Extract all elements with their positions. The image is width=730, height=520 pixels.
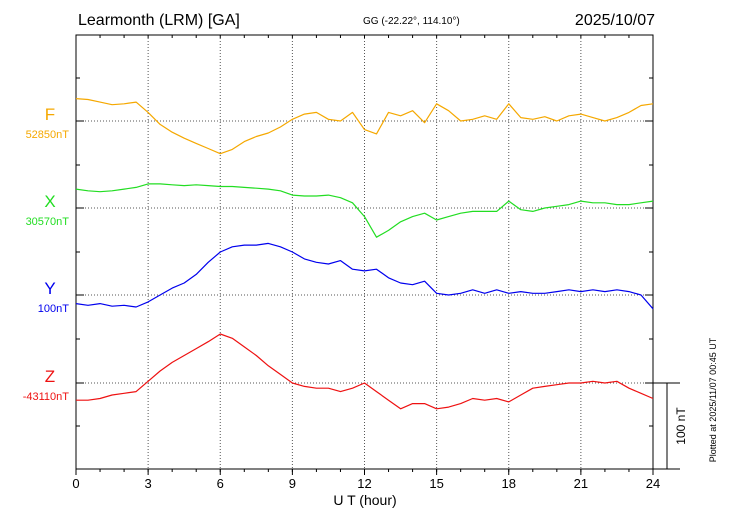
station-title: Learmonth (LRM) [GA] — [78, 12, 240, 29]
series-baseline-f: 52850nT — [26, 129, 70, 141]
scale-bar-label: 100 nT — [674, 407, 688, 445]
plotted-timestamp: Plotted at 2025/11/07 00:45 UT — [708, 337, 718, 462]
x-tick-label: 18 — [502, 476, 516, 491]
series-name-z: Z — [45, 367, 55, 386]
series-lines — [75, 98, 654, 410]
x-tick-label: 0 — [72, 476, 79, 491]
plot-date: 2025/10/07 — [575, 12, 655, 29]
series-line-f — [75, 98, 654, 155]
series-baseline-y: 100nT — [38, 303, 69, 315]
series-labels: F 52850nT X 30570nT Y 100nT Z -43110nT — [23, 105, 70, 403]
station-coordinates: GG (-22.22°, 114.10°) — [363, 16, 460, 27]
grid-lines — [76, 35, 653, 469]
x-tick-labels: 0 3 6 9 12 15 18 21 24 — [72, 476, 660, 491]
x-tick-label: 24 — [646, 476, 660, 491]
series-baseline-x: 30570nT — [26, 216, 70, 228]
scale-bar: 100 nT — [653, 382, 688, 470]
series-name-f: F — [45, 105, 55, 124]
x-tick-label: 9 — [289, 476, 296, 491]
x-tick-label: 15 — [429, 476, 443, 491]
x-tick-label: 6 — [217, 476, 224, 491]
series-name-x: X — [44, 192, 55, 211]
x-tick-label: 21 — [574, 476, 588, 491]
x-tick-label: 12 — [357, 476, 371, 491]
x-axis-label: U T (hour) — [333, 492, 396, 508]
series-line-z — [76, 333, 654, 410]
axis-ticks — [75, 35, 654, 475]
x-tick-label: 3 — [145, 476, 152, 491]
series-baseline-z: -43110nT — [23, 391, 70, 403]
series-line-x — [75, 183, 654, 238]
series-line-y — [75, 242, 654, 310]
series-name-y: Y — [44, 279, 55, 298]
